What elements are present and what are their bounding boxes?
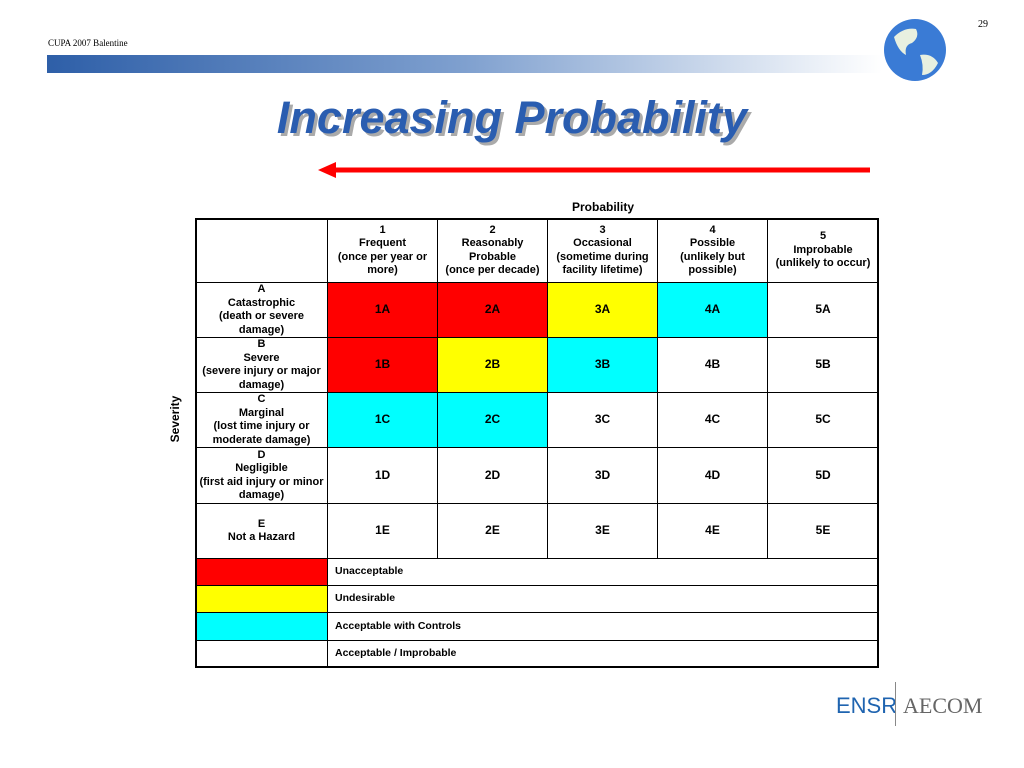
cell-text: 4B xyxy=(704,357,721,372)
risk-cell: 3B xyxy=(547,337,658,393)
cell-text: 5B xyxy=(815,357,831,372)
risk-cell: 4A xyxy=(657,282,768,338)
cell-text: 4A xyxy=(704,302,721,317)
cell-text: (once per year or xyxy=(337,250,428,263)
cell-text: (lost time injury or xyxy=(213,420,310,432)
table-border xyxy=(195,218,879,668)
cell-text: (unlikely to occur) xyxy=(775,257,871,270)
cell-text: 2C xyxy=(484,412,501,427)
cell-text: Acceptable with Controls xyxy=(335,619,462,632)
risk-cell: 4B xyxy=(657,337,768,393)
cell-text: Unacceptable xyxy=(335,565,404,578)
cell-text: 5D xyxy=(815,467,831,482)
cell-text: (once per decade) xyxy=(445,264,540,276)
risk-cell: 2D xyxy=(437,447,548,504)
cell-text: Marginal xyxy=(238,406,285,419)
cell-text: E xyxy=(257,517,266,530)
cell-text: damage) xyxy=(238,378,285,391)
risk-cell: 2E xyxy=(437,503,548,559)
logo-right: AECOM xyxy=(903,693,983,718)
cell-text: 1D xyxy=(374,467,391,482)
risk-cell: 4D xyxy=(657,447,768,504)
cell-text: Probable xyxy=(468,250,517,263)
cell-text: 1B xyxy=(374,357,391,372)
cell-text: A xyxy=(257,283,266,295)
cell-text: (first aid injury or minor xyxy=(199,475,324,488)
cell-text: Acceptable / Improbable xyxy=(335,647,457,660)
cell-text: 3E xyxy=(595,523,610,538)
cell-text: 3B xyxy=(594,357,611,372)
row-header: D Negligible (first aid injury or minor dam… xyxy=(195,447,328,504)
cell-text: Occasional xyxy=(573,237,632,249)
cell-text: Undesirable xyxy=(335,592,396,605)
globe xyxy=(884,19,946,81)
risk-cell: 2B xyxy=(437,337,548,393)
row-axis: Severity xyxy=(168,395,182,443)
cell-text: 3A xyxy=(594,302,611,317)
cell-text: moderate damage) xyxy=(212,433,311,446)
cell-text: 2 xyxy=(489,223,496,236)
cell-text: 2A xyxy=(484,302,501,317)
cell-text: 1A xyxy=(374,302,391,317)
cell-text: C xyxy=(257,393,266,405)
cell-text: (death or severe damage) xyxy=(219,310,304,336)
cell-text: 5E xyxy=(815,523,831,538)
cell-text: 4 xyxy=(709,223,716,236)
risk-cell: 4C xyxy=(657,392,768,448)
cell-text: more) xyxy=(367,264,398,276)
cell-text: B xyxy=(257,338,266,350)
logo-divider xyxy=(895,682,896,726)
cell-text: (unlikely but xyxy=(680,250,745,263)
cell-text: 2B xyxy=(484,357,501,372)
cell-text: 4C xyxy=(704,412,721,427)
risk-cell: 1C xyxy=(327,392,438,448)
risk-cell: 3C xyxy=(547,392,658,448)
cell-text: D xyxy=(257,448,266,461)
cell-text: 3D xyxy=(594,467,611,482)
cell-text: 5 xyxy=(819,230,827,243)
cell-text: 4D xyxy=(704,467,721,482)
page-number: 29 xyxy=(978,19,988,30)
cell-text: 4E xyxy=(705,523,720,538)
cell-text: 2E xyxy=(485,523,500,538)
cell-text: (sometime during xyxy=(556,250,649,263)
cell-text: Catastrophic xyxy=(227,296,296,309)
cell-text: 1E xyxy=(375,523,390,538)
cell-text: Frequent xyxy=(358,237,407,249)
cell-text: Severe xyxy=(243,351,280,364)
cell-text: Negligible xyxy=(235,462,288,474)
cell-text: 5C xyxy=(815,412,831,427)
cell-text: 5A xyxy=(815,302,831,317)
cell-text: 1 xyxy=(379,223,386,236)
legend-swatch xyxy=(195,640,328,668)
cell-text: Not a Hazard xyxy=(227,531,296,543)
cell-text: 2D xyxy=(484,467,501,482)
risk-cell: 3D xyxy=(547,447,658,504)
header-left: CUPA 2007 Balentine xyxy=(48,38,128,48)
logo-left: ENSR xyxy=(836,693,898,718)
cell-text: Reasonably xyxy=(461,237,524,249)
risk-cell: 1B xyxy=(327,337,438,393)
cell-text: facility lifetime) xyxy=(562,264,643,276)
risk-cell: 5D xyxy=(767,447,879,504)
cell-text: Possible xyxy=(689,237,736,249)
header-band xyxy=(47,55,882,73)
cell-text: damage) xyxy=(238,489,285,501)
title: Increasing Probability xyxy=(276,92,748,143)
risk-cell: 5B xyxy=(767,337,879,393)
cell-text: 3 xyxy=(599,223,606,236)
column-axis: Probability xyxy=(571,200,634,214)
cell-text: 3C xyxy=(594,412,611,427)
risk-cell: 5E xyxy=(767,503,879,559)
arrow xyxy=(318,162,870,178)
cell-text: 1C xyxy=(374,412,391,427)
cell-text: Improbable xyxy=(793,243,853,256)
cell-text: possible) xyxy=(688,264,737,276)
cell-text: (severe injury or major xyxy=(202,365,321,377)
